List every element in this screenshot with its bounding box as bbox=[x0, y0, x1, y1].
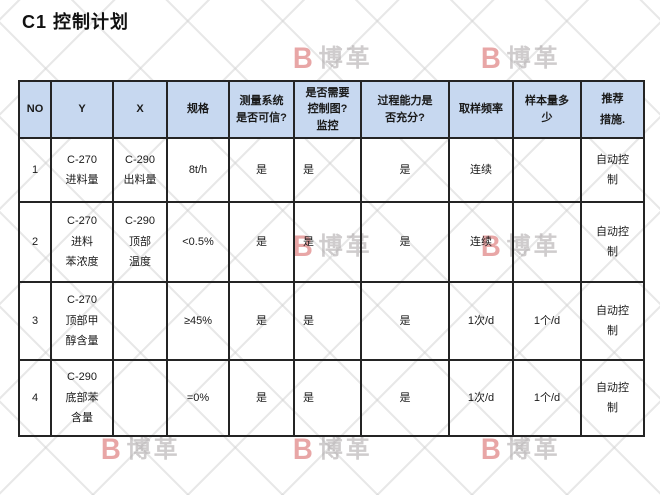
column-header-x: X bbox=[112, 80, 168, 139]
column-header-measurement-system: 测量系统 是否可信? bbox=[228, 80, 295, 139]
column-header-control-chart: 是否需要 控制图? 监控 bbox=[293, 80, 362, 139]
cell-y: C-270 顶部甲 醇含量 bbox=[50, 281, 114, 361]
cell-sampling-frequency: 1次/d bbox=[448, 281, 514, 361]
cell-process-capability: 是 bbox=[360, 281, 450, 361]
cell-no: 4 bbox=[18, 359, 52, 437]
cell-process-capability: 是 bbox=[360, 201, 450, 283]
watermark: B 博革 bbox=[100, 435, 181, 465]
cell-sample-size bbox=[512, 201, 582, 283]
watermark-brand-text: 博革 bbox=[506, 436, 561, 463]
column-header-recommended-action: 推荐 措施. bbox=[580, 80, 645, 139]
watermark-brand-text: 博革 bbox=[506, 45, 561, 72]
boge-logo-icon: B bbox=[480, 433, 501, 466]
cell-recommended-action: 自动控 制 bbox=[580, 201, 645, 283]
cell-no: 3 bbox=[18, 281, 52, 361]
cell-recommended-action: 自动控 制 bbox=[580, 137, 645, 203]
cell-spec: ≥45% bbox=[166, 281, 230, 361]
cell-x: C-290 出料量 bbox=[112, 137, 168, 203]
cell-sampling-frequency: 1次/d bbox=[448, 359, 514, 437]
watermark: B 博革 bbox=[292, 435, 373, 465]
cell-control-chart: 是 bbox=[293, 359, 362, 437]
boge-logo-icon: B bbox=[292, 433, 313, 466]
cell-x bbox=[112, 281, 168, 361]
cell-y: C-270 进料 苯浓度 bbox=[50, 201, 114, 283]
cell-recommended-action: 自动控 制 bbox=[580, 359, 645, 437]
watermark-brand-text: 博革 bbox=[126, 436, 181, 463]
table-row: 3 C-270 顶部甲 醇含量 ≥45% 是 是 是 1次/d 1个/d 自动控… bbox=[18, 281, 645, 361]
column-header-sample-size: 样本量多 少 bbox=[512, 80, 582, 139]
cell-y: C-270 进料量 bbox=[50, 137, 114, 203]
cell-spec: 8t/h bbox=[166, 137, 230, 203]
cell-process-capability: 是 bbox=[360, 137, 450, 203]
cell-no: 2 bbox=[18, 201, 52, 283]
column-header-process-capability: 过程能力是 否充分? bbox=[360, 80, 450, 139]
boge-logo-icon: B bbox=[100, 433, 121, 466]
cell-sampling-frequency: 连续 bbox=[448, 137, 514, 203]
cell-control-chart: 是 bbox=[293, 281, 362, 361]
cell-control-chart: 是 bbox=[293, 137, 362, 203]
table-row: 2 C-270 进料 苯浓度 C-290 顶部 温度 <0.5% 是 是 是 连… bbox=[18, 201, 645, 283]
cell-y: C-290 底部苯 含量 bbox=[50, 359, 114, 437]
cell-sample-size: 1个/d bbox=[512, 359, 582, 437]
header-row: NO Y X 规格 测量系统 是否可信? 是否需要 控制图? 监控 过程能力是 … bbox=[18, 80, 645, 139]
column-header-y: Y bbox=[50, 80, 114, 139]
column-header-no: NO bbox=[18, 80, 52, 139]
cell-spec: =0% bbox=[166, 359, 230, 437]
column-header-sampling-frequency: 取样频率 bbox=[448, 80, 514, 139]
page-title: C1 控制计划 bbox=[22, 12, 130, 32]
cell-measurement-system: 是 bbox=[228, 281, 295, 361]
watermark: B 博革 bbox=[292, 44, 373, 74]
cell-measurement-system: 是 bbox=[228, 359, 295, 437]
cell-recommended-action: 自动控 制 bbox=[580, 281, 645, 361]
column-header-spec: 规格 bbox=[166, 80, 230, 139]
boge-logo-icon: B bbox=[480, 42, 501, 75]
cell-sample-size: 1个/d bbox=[512, 281, 582, 361]
cell-sample-size bbox=[512, 137, 582, 203]
cell-process-capability: 是 bbox=[360, 359, 450, 437]
table-row: 1 C-270 进料量 C-290 出料量 8t/h 是 是 是 连续 自动控 … bbox=[18, 137, 645, 203]
boge-logo-icon: B bbox=[292, 42, 313, 75]
watermark-brand-text: 博革 bbox=[318, 45, 373, 72]
cell-x: C-290 顶部 温度 bbox=[112, 201, 168, 283]
cell-no: 1 bbox=[18, 137, 52, 203]
cell-control-chart: 是 bbox=[293, 201, 362, 283]
control-plan-table: NO Y X 规格 测量系统 是否可信? 是否需要 控制图? 监控 过程能力是 … bbox=[18, 80, 645, 437]
cell-sampling-frequency: 连续 bbox=[448, 201, 514, 283]
cell-measurement-system: 是 bbox=[228, 201, 295, 283]
cell-x bbox=[112, 359, 168, 437]
table-row: 4 C-290 底部苯 含量 =0% 是 是 是 1次/d 1个/d 自动控 制 bbox=[18, 359, 645, 437]
watermark-brand-text: 博革 bbox=[318, 436, 373, 463]
cell-spec: <0.5% bbox=[166, 201, 230, 283]
watermark: B 博革 bbox=[480, 435, 561, 465]
cell-measurement-system: 是 bbox=[228, 137, 295, 203]
watermark: B 博革 bbox=[480, 44, 561, 74]
